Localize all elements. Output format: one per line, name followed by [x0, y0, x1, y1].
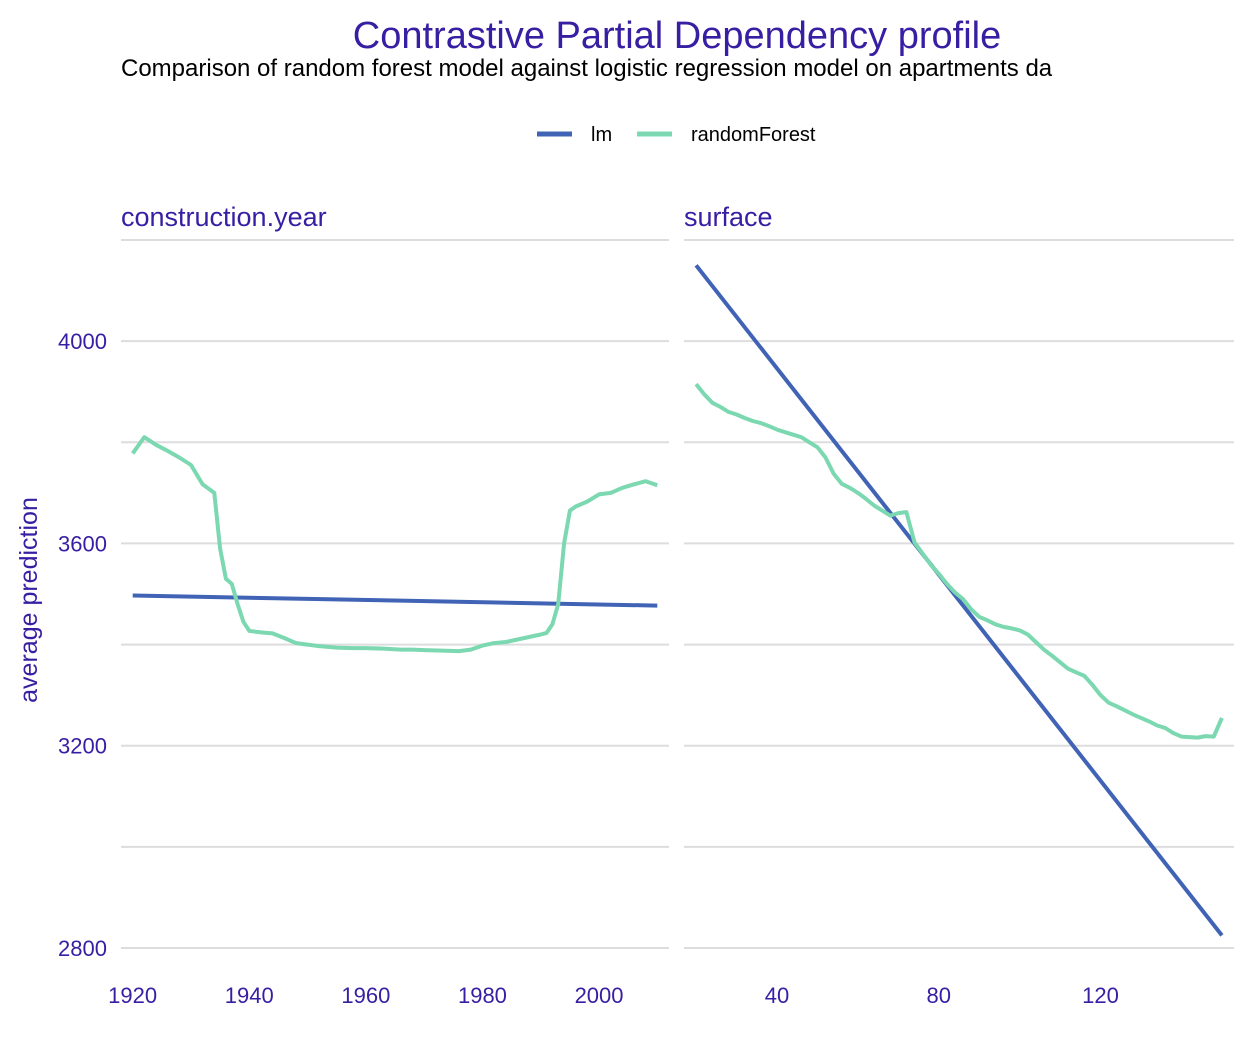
legend-label-randomforest: randomForest [691, 124, 816, 146]
legend-label-lm: lm [591, 124, 612, 146]
chart-title: Contrastive Partial Dependency profile [353, 15, 1001, 57]
x-tick-label: 1940 [225, 983, 274, 1008]
x-tick-label: 2000 [575, 983, 624, 1008]
grid-lines [121, 239, 669, 949]
y-axis-label: average prediction [15, 497, 43, 703]
panel-title-construction-year: construction.year [121, 202, 327, 232]
series-line-lm [132, 593, 658, 608]
y-tick-label: 2800 [58, 936, 107, 961]
panel-title-surface: surface [684, 202, 773, 232]
panel-construction-year: construction.year 1920 1940 1960 1980 2000 [108, 202, 669, 1008]
grid-lines [684, 239, 1234, 949]
y-tick-label: 3200 [58, 734, 107, 759]
series-line-lm [694, 264, 1224, 937]
y-tick-label: 3600 [58, 531, 107, 556]
x-tick-label: 40 [765, 983, 789, 1008]
x-tick-label: 120 [1082, 983, 1119, 1008]
x-tick-label: 1920 [108, 983, 157, 1008]
x-tick-label: 1980 [458, 983, 507, 1008]
legend: lm randomForest [537, 124, 816, 146]
panel-surface: surface 40 80 120 [684, 202, 1234, 1008]
x-tick-label: 80 [927, 983, 951, 1008]
x-tick-label: 1960 [341, 983, 390, 1008]
series-line-randomforest [131, 435, 658, 654]
chart-subtitle: Comparison of random forest model agains… [121, 55, 1053, 82]
series-line-randomforest [694, 382, 1224, 740]
y-tick-label: 4000 [58, 329, 107, 354]
